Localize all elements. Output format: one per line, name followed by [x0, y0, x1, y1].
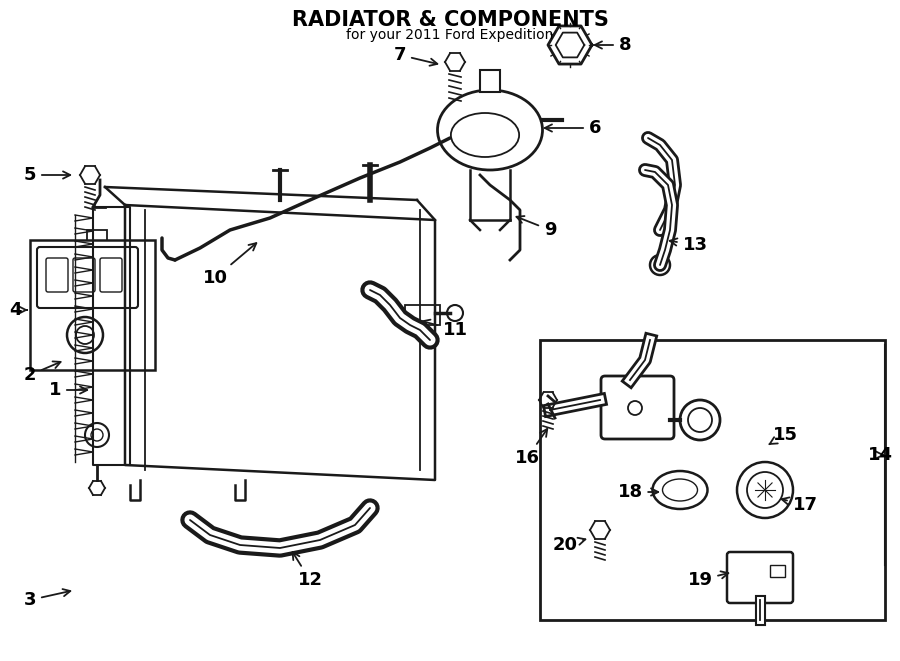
- Text: 15: 15: [770, 426, 797, 444]
- Text: 17: 17: [782, 496, 817, 514]
- FancyBboxPatch shape: [100, 258, 122, 292]
- Text: 1: 1: [49, 381, 87, 399]
- Text: 16: 16: [515, 429, 547, 467]
- Text: 7: 7: [394, 46, 437, 65]
- Text: 10: 10: [202, 243, 256, 287]
- Bar: [405, 305, 440, 325]
- Ellipse shape: [662, 479, 698, 501]
- Text: 18: 18: [617, 483, 658, 501]
- Text: 13: 13: [670, 236, 707, 254]
- Bar: [30, 240, 155, 370]
- Text: 5: 5: [23, 166, 70, 184]
- FancyBboxPatch shape: [73, 258, 95, 292]
- Text: 8: 8: [595, 36, 631, 54]
- FancyBboxPatch shape: [601, 376, 674, 439]
- Bar: [770, 565, 785, 577]
- Text: 11: 11: [423, 320, 467, 339]
- Text: 19: 19: [688, 571, 728, 589]
- Ellipse shape: [652, 471, 707, 509]
- Text: 2: 2: [23, 362, 60, 384]
- Text: 9: 9: [517, 216, 556, 239]
- Text: 14: 14: [868, 446, 893, 464]
- Circle shape: [82, 332, 88, 338]
- Text: 6: 6: [544, 119, 601, 137]
- Bar: [480, 70, 500, 92]
- Text: for your 2011 Ford Expedition: for your 2011 Ford Expedition: [346, 28, 554, 42]
- FancyBboxPatch shape: [46, 258, 68, 292]
- FancyBboxPatch shape: [37, 247, 138, 308]
- Ellipse shape: [451, 113, 519, 157]
- Text: RADIATOR & COMPONENTS: RADIATOR & COMPONENTS: [292, 10, 608, 30]
- Text: 3: 3: [23, 589, 70, 609]
- Text: 12: 12: [292, 552, 322, 589]
- Text: 20: 20: [553, 536, 585, 554]
- FancyBboxPatch shape: [727, 552, 793, 603]
- Ellipse shape: [437, 90, 543, 170]
- Bar: [87, 230, 107, 248]
- Text: 4: 4: [9, 301, 27, 319]
- Bar: [540, 340, 885, 620]
